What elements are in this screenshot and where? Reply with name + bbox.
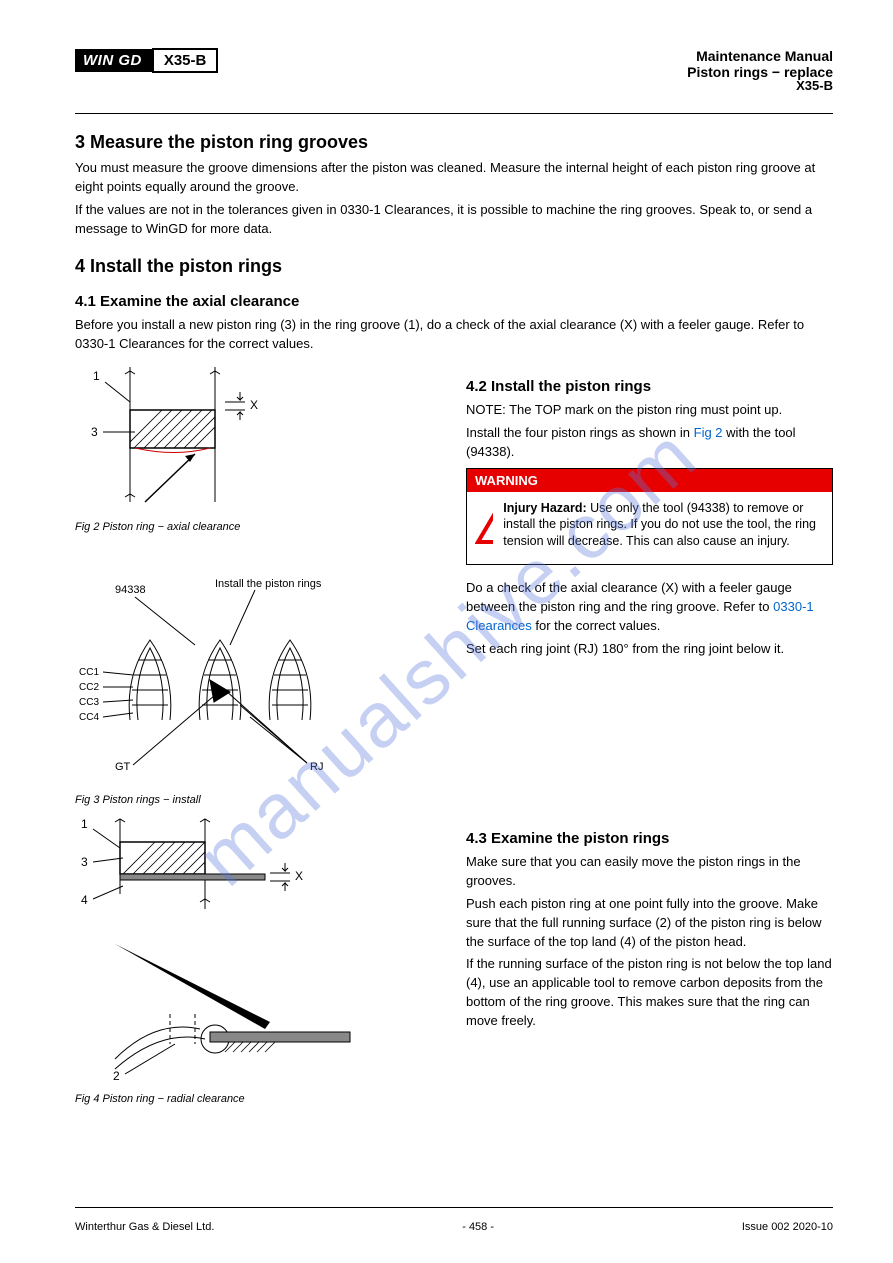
model-badge: X35-B <box>152 48 219 73</box>
section-3-title: 3 Measure the piston ring grooves <box>75 132 833 153</box>
fig3-cc3: CC3 <box>79 697 99 708</box>
text-span: Install the four piston rings as shown i… <box>466 425 690 440</box>
warning-box: WARNING Injury Hazard: Use only the tool… <box>466 468 833 566</box>
subsection-4-1-title: 4.1 Examine the axial clearance <box>75 293 833 310</box>
fig3-cc2: CC2 <box>79 682 99 693</box>
fig3-cc4: CC4 <box>79 712 99 723</box>
brand-logo: WIN GD <box>75 49 152 72</box>
figure-2: X 1 3 Fig 2 Piston ring − axial clearanc… <box>75 362 442 533</box>
section-3-p2: If the values are not in the tolerances … <box>75 201 833 239</box>
fig2-label-1: 1 <box>93 369 100 383</box>
fig3-gt: GT <box>115 761 131 773</box>
warning-header: WARNING <box>467 469 832 492</box>
figure-4: X 1 3 4 <box>75 814 442 1105</box>
text-span: for the correct values. <box>535 618 660 633</box>
subsection-4-2-title: 4.2 Install the piston rings <box>466 378 833 395</box>
section-4-title: 4 Install the piston rings <box>75 256 833 277</box>
warning-triangle-icon <box>475 500 493 546</box>
figure-3-caption: Fig 3 Piston rings − install <box>75 794 442 806</box>
fig3-top-label: Install the piston rings <box>215 578 322 590</box>
doc-title: Maintenance Manual <box>687 48 833 64</box>
footer-rule <box>75 1207 833 1208</box>
fig4-label-1: 1 <box>81 817 88 831</box>
fig4-label-2: 2 <box>113 1069 120 1083</box>
figure-4-caption: Fig 4 Piston ring − radial clearance <box>75 1093 442 1105</box>
fig4-label-x: X <box>295 869 303 883</box>
push-ring-p: Push each piston ring at one point fully… <box>466 895 833 952</box>
fig2-label-3: 3 <box>91 425 98 439</box>
subsection-4-3-title: 4.3 Examine the piston rings <box>466 830 833 847</box>
install-rings-p: Install the four piston rings as shown i… <box>466 424 833 462</box>
footer-right: Issue 002 2020-10 <box>742 1221 833 1233</box>
move-rings-p: Make sure that you can easily move the p… <box>466 853 833 891</box>
warning-title: Injury Hazard: <box>503 501 586 515</box>
fig3-cc1: CC1 <box>79 667 99 678</box>
fig4-label-4: 4 <box>81 893 88 907</box>
subsection-4-1-p: Before you install a new piston ring (3)… <box>75 316 833 354</box>
fig3-tool-label: 94338 <box>115 584 146 596</box>
text-span: Do a check of the axial clearance (X) wi… <box>466 580 792 614</box>
figure-3: Install the piston rings 94338 <box>75 575 442 806</box>
fig2-link[interactable]: Fig 2 <box>694 425 723 440</box>
footer-center: - 458 - <box>462 1221 494 1233</box>
fig4-label-3: 3 <box>81 855 88 869</box>
carbon-remove-p: If the running surface of the piston rin… <box>466 955 833 1030</box>
doc-code: X35-B <box>75 78 833 93</box>
footer-left: Winterthur Gas & Diesel Ltd. <box>75 1221 214 1233</box>
fig2-label-x: X <box>250 398 258 412</box>
section-3-p1: You must measure the groove dimensions a… <box>75 159 833 197</box>
fig3-rj: RJ <box>310 761 323 773</box>
header-rule <box>75 113 833 114</box>
figure-2-caption: Fig 2 Piston ring − axial clearance <box>75 521 442 533</box>
check-clearance-p: Do a check of the axial clearance (X) wi… <box>466 579 833 636</box>
ring-joint-p: Set each ring joint (RJ) 180° from the r… <box>466 640 833 659</box>
note-top-mark: NOTE: The TOP mark on the piston ring mu… <box>466 401 833 420</box>
